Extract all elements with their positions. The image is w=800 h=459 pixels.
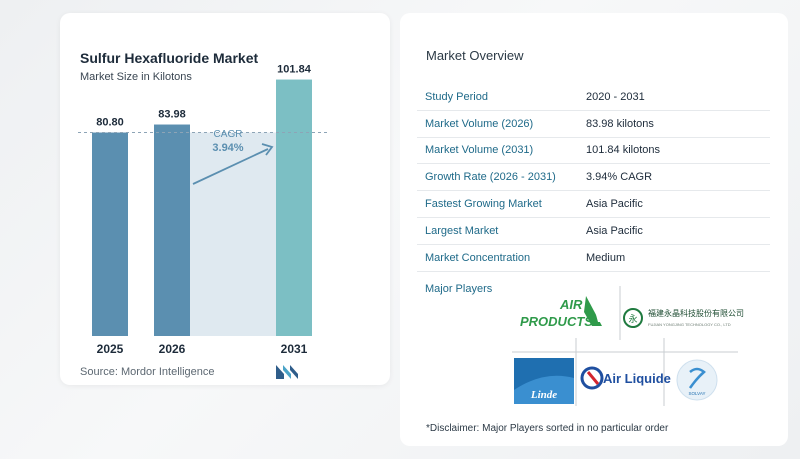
linde-logo-icon: Linde [514,358,574,404]
growth-band [190,132,276,336]
air-products-logo-text-1: AIR [559,297,583,312]
fujian-yongjing-logo-icon: 永 福建永晶科技股份有限公司 FUJIAN YONGJING TECHNOLOG… [623,308,744,328]
cagr-label: CAGR [214,129,243,140]
cagr-arrowhead [261,143,274,156]
air-products-logo-text-2: PRODUCTS [520,314,593,329]
overview-label: Market Volume (2026) [425,117,534,130]
overview-row-volume-2026: Market Volume (2026) 83.98 kilotons [417,111,770,138]
x-tick-label: 2031 [281,342,308,356]
fujian-logo-text-en: FUJIAN YONGJING TECHNOLOGY CO., LTD [648,322,731,327]
chart-subtitle: Market Size in Kilotons [80,71,192,83]
bar-2025 [92,132,128,336]
overview-title: Market Overview [426,48,524,63]
solvay-logo-icon: SOLVAY [676,359,718,401]
overview-label: Largest Market [425,224,499,237]
overview-label: Market Concentration [425,251,531,264]
overview-label: Fastest Growing Market [425,198,542,211]
bar-value-label: 101.84 [277,64,312,76]
overview-value: 2020 - 2031 [586,90,645,103]
overview-value: 83.98 kilotons [586,117,654,130]
bar-value-label: 80.80 [96,117,124,129]
bar-2026 [154,124,190,336]
overview-value: Medium [586,251,626,264]
overview-label: Growth Rate (2026 - 2031) [425,171,556,184]
air-liquide-logo-icon: Air Liquide [580,366,671,390]
bar-chart: 80.80 2025 83.98 2026 101.84 2031 CAGR 3.94% [78,64,330,356]
overview-value: 101.84 kilotons [586,144,660,157]
air-products-logo-icon: AIR PRODUCTS [520,296,604,329]
overview-row-volume-2031: Market Volume (2031) 101.84 kilotons [417,138,770,165]
x-tick-label: 2026 [159,342,186,356]
cagr-arrow-line [192,148,269,185]
overview-value: 3.94% CAGR [586,171,653,184]
overview-row-concentration: Market Concentration Medium [417,245,770,272]
x-tick-label: 2025 [97,342,124,356]
overview-row-largest-market: Largest Market Asia Pacific [417,218,770,245]
source-text: Source: Mordor Intelligence [80,366,215,378]
overview-value: Asia Pacific [586,224,643,237]
overview-panel [400,13,788,446]
fujian-logo-text-cn: 福建永晶科技股份有限公司 [648,308,744,318]
bar-value-label: 83.98 [158,109,186,121]
solvay-logo-text: SOLVAY [688,391,705,396]
chart-title: Sulfur Hexafluoride Market [80,50,259,66]
overview-row-growth-rate: Growth Rate (2026 - 2031) 3.94% CAGR [417,164,770,192]
overview-row-study-period: Study Period 2020 - 2031 [417,84,770,111]
mordor-logo-icon [276,365,298,379]
overview-label: Market Volume (2031) [425,144,534,157]
major-players-label: Major Players [425,283,493,295]
bar-2031 [276,79,312,336]
svg-text:永: 永 [628,313,637,325]
overview-table: Study Period 2020 - 2031 Market Volume (… [417,84,770,272]
air-liquide-logo-text: Air Liquide [603,371,671,386]
cagr-value: 3.94% [212,142,243,154]
overview-label: Study Period [425,90,488,103]
overview-row-fastest-growing: Fastest Growing Market Asia Pacific [417,191,770,218]
overview-value: Asia Pacific [586,198,643,211]
linde-logo-text: Linde [530,389,557,401]
disclaimer-text: *Disclaimer: Major Players sorted in no … [426,423,669,434]
